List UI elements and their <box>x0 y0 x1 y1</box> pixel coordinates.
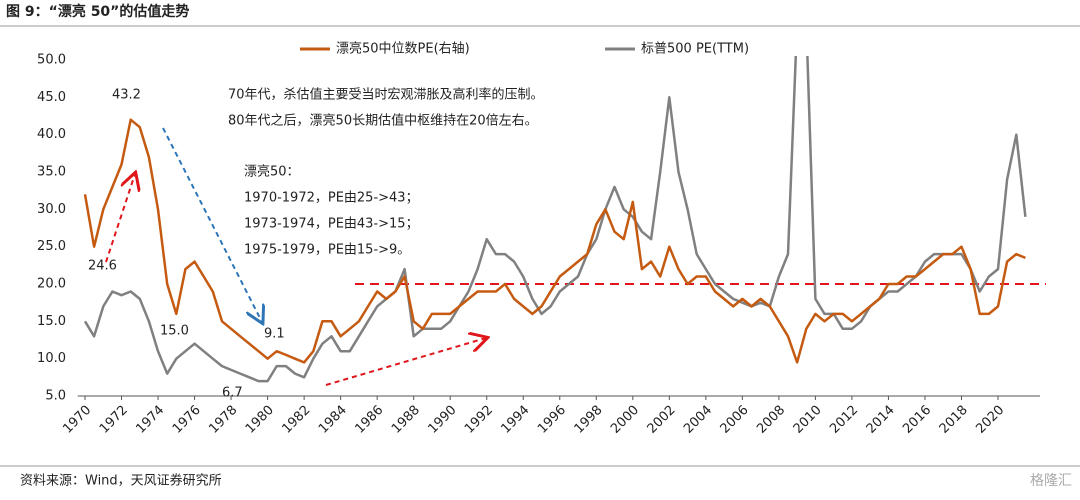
x-tick-label: 2014 <box>864 403 898 437</box>
arrow <box>162 127 262 322</box>
legend-label: 标普500 PE(TTM) <box>641 42 749 57</box>
x-tick-label: 2000 <box>608 403 642 437</box>
arrow <box>105 174 135 263</box>
x-tick-label: 1990 <box>425 403 459 437</box>
x-tick-label: 2016 <box>900 403 934 437</box>
annotation: 6.7 <box>222 386 243 401</box>
annotation: 43.2 <box>112 88 141 103</box>
x-tick-label: 1986 <box>352 403 386 437</box>
x-tick-label: 1976 <box>170 403 204 437</box>
x-tick-label: 2010 <box>791 403 825 437</box>
x-tick-label: 2004 <box>681 403 715 437</box>
x-tick-label: 1984 <box>316 403 350 437</box>
x-tick-label: 2006 <box>718 403 752 437</box>
annotation: 1975-1979，PE由15->9。 <box>244 243 410 258</box>
x-tick-label: 2008 <box>754 403 788 437</box>
x-tick-label: 2020 <box>973 403 1007 437</box>
arrow <box>325 338 486 386</box>
annotation: 1973-1974，PE由43->15； <box>244 217 419 232</box>
y-tick-label: 10.0 <box>37 351 66 366</box>
y-tick-label: 35.0 <box>37 165 66 180</box>
x-tick-label: 1972 <box>97 403 131 437</box>
x-tick-label: 1996 <box>535 403 569 437</box>
x-tick-label: 1988 <box>389 403 423 437</box>
watermark: 格隆汇 <box>1030 473 1072 489</box>
x-tick-label: 1978 <box>206 403 240 437</box>
series-line <box>83 118 1026 364</box>
x-tick-label: 1998 <box>572 403 606 437</box>
x-tick-label: 1982 <box>279 403 313 437</box>
annotation: 15.0 <box>160 324 189 339</box>
y-tick-label: 5.0 <box>45 389 66 404</box>
x-tick-label: 2018 <box>937 403 971 437</box>
series-line <box>83 56 1027 383</box>
y-tick-label: 50.0 <box>37 53 66 68</box>
x-tick-label: 1970 <box>60 403 94 437</box>
legend-label: 漂亮50中位数PE(右轴) <box>336 41 470 57</box>
x-tick-label: 2002 <box>645 403 679 437</box>
y-tick-label: 45.0 <box>37 90 66 105</box>
annotation: 漂亮50： <box>244 164 300 180</box>
title: 图 9：“漂亮 50”的估值走势 <box>6 3 189 20</box>
y-tick-label: 25.0 <box>37 239 66 254</box>
x-tick-label: 2012 <box>827 403 861 437</box>
annotation: 24.6 <box>88 259 117 274</box>
x-tick-label: 1992 <box>462 403 496 437</box>
plot-area <box>83 56 1027 383</box>
source: 资料来源：Wind，天风证券研究所 <box>20 473 222 489</box>
x-tick-label: 1994 <box>499 403 533 437</box>
y-tick-label: 40.0 <box>37 127 66 142</box>
x-tick-label: 1974 <box>133 403 167 437</box>
y-tick-label: 20.0 <box>37 277 66 292</box>
x-tick-label: 1980 <box>243 403 277 437</box>
y-tick-label: 30.0 <box>37 202 66 217</box>
annotation: 80年代之后，漂亮50长期估值中枢维持在20倍左右。 <box>228 113 538 129</box>
annotation: 70年代，杀估值主要受当时宏观滞胀及高利率的压制。 <box>228 87 544 103</box>
annotation: 1970-1972，PE由25->43； <box>244 191 419 206</box>
annotation: 9.1 <box>264 327 285 342</box>
y-tick-label: 15.0 <box>37 314 66 329</box>
